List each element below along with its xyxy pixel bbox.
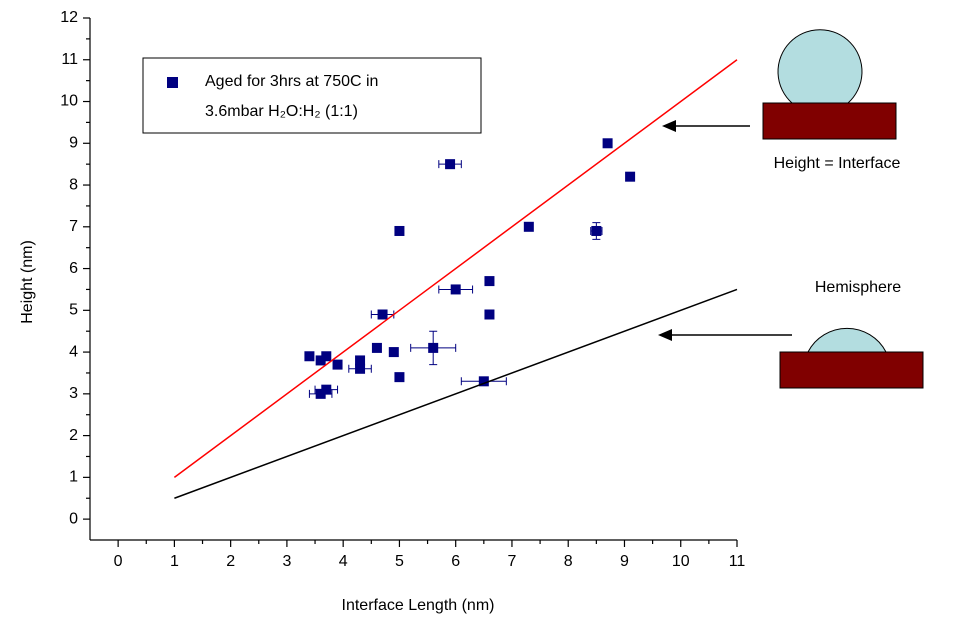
annotation: Height = Interface bbox=[774, 155, 901, 172]
x-tick-label: 2 bbox=[226, 553, 235, 570]
legend-marker bbox=[167, 77, 178, 88]
point bbox=[377, 309, 388, 320]
x-tick-label: 1 bbox=[170, 553, 179, 570]
x-tick-label: 9 bbox=[620, 553, 629, 570]
y-tick-label: 7 bbox=[69, 218, 78, 235]
arrow-head bbox=[658, 329, 672, 341]
y-tick-label: 12 bbox=[60, 9, 78, 26]
y-tick-label: 10 bbox=[60, 93, 78, 110]
y-tick-label: 9 bbox=[69, 134, 78, 151]
point bbox=[304, 351, 315, 362]
y-tick-label: 2 bbox=[69, 427, 78, 444]
point bbox=[478, 376, 489, 387]
x-tick-label: 11 bbox=[729, 553, 746, 570]
y-tick-label: 8 bbox=[69, 176, 78, 193]
legend-label: Aged for 3hrs at 750C in 3.6mbar H₂O:H₂ (… bbox=[205, 73, 378, 120]
y-axis-label: Height (nm) bbox=[19, 240, 36, 324]
annotation: Hemisphere bbox=[815, 279, 901, 296]
point bbox=[591, 225, 602, 236]
point bbox=[321, 351, 332, 362]
x-tick-label: 7 bbox=[508, 553, 517, 570]
point bbox=[445, 159, 456, 170]
point bbox=[523, 221, 534, 232]
point bbox=[371, 342, 382, 353]
point bbox=[394, 372, 405, 383]
x-tick-label: 10 bbox=[672, 553, 690, 570]
point bbox=[450, 284, 461, 295]
droplet-sphere bbox=[777, 29, 863, 104]
x-tick-label: 6 bbox=[451, 553, 460, 570]
x-tick-label: 5 bbox=[395, 553, 404, 570]
x-tick-label: 4 bbox=[339, 553, 348, 570]
point bbox=[625, 171, 636, 182]
point bbox=[355, 363, 366, 374]
point bbox=[602, 138, 613, 149]
x-tick-label: 8 bbox=[564, 553, 573, 570]
fit-line bbox=[174, 288, 738, 499]
point bbox=[394, 225, 405, 236]
point bbox=[388, 347, 399, 358]
y-tick-label: 3 bbox=[69, 385, 78, 402]
y-tick-label: 1 bbox=[69, 469, 78, 486]
x-tick-label: 0 bbox=[114, 553, 123, 570]
substrate bbox=[779, 351, 924, 389]
x-tick-label: 3 bbox=[282, 553, 291, 570]
fit-line bbox=[173, 59, 738, 478]
point bbox=[428, 342, 439, 353]
substrate bbox=[762, 102, 897, 140]
arrow-head bbox=[662, 120, 676, 132]
y-tick-label: 4 bbox=[69, 343, 78, 360]
y-tick-label: 6 bbox=[69, 260, 78, 277]
y-tick-label: 11 bbox=[61, 51, 78, 68]
point bbox=[321, 384, 332, 395]
point bbox=[315, 355, 326, 366]
legend-box bbox=[142, 57, 482, 134]
point bbox=[484, 309, 495, 320]
droplet-hemisphere bbox=[807, 327, 887, 353]
x-axis-label: Interface Length (nm) bbox=[342, 597, 495, 614]
point bbox=[484, 276, 495, 287]
y-tick-label: 0 bbox=[69, 510, 78, 527]
point bbox=[355, 355, 366, 366]
point bbox=[332, 359, 343, 370]
point bbox=[315, 388, 326, 399]
y-tick-label: 5 bbox=[69, 302, 78, 319]
